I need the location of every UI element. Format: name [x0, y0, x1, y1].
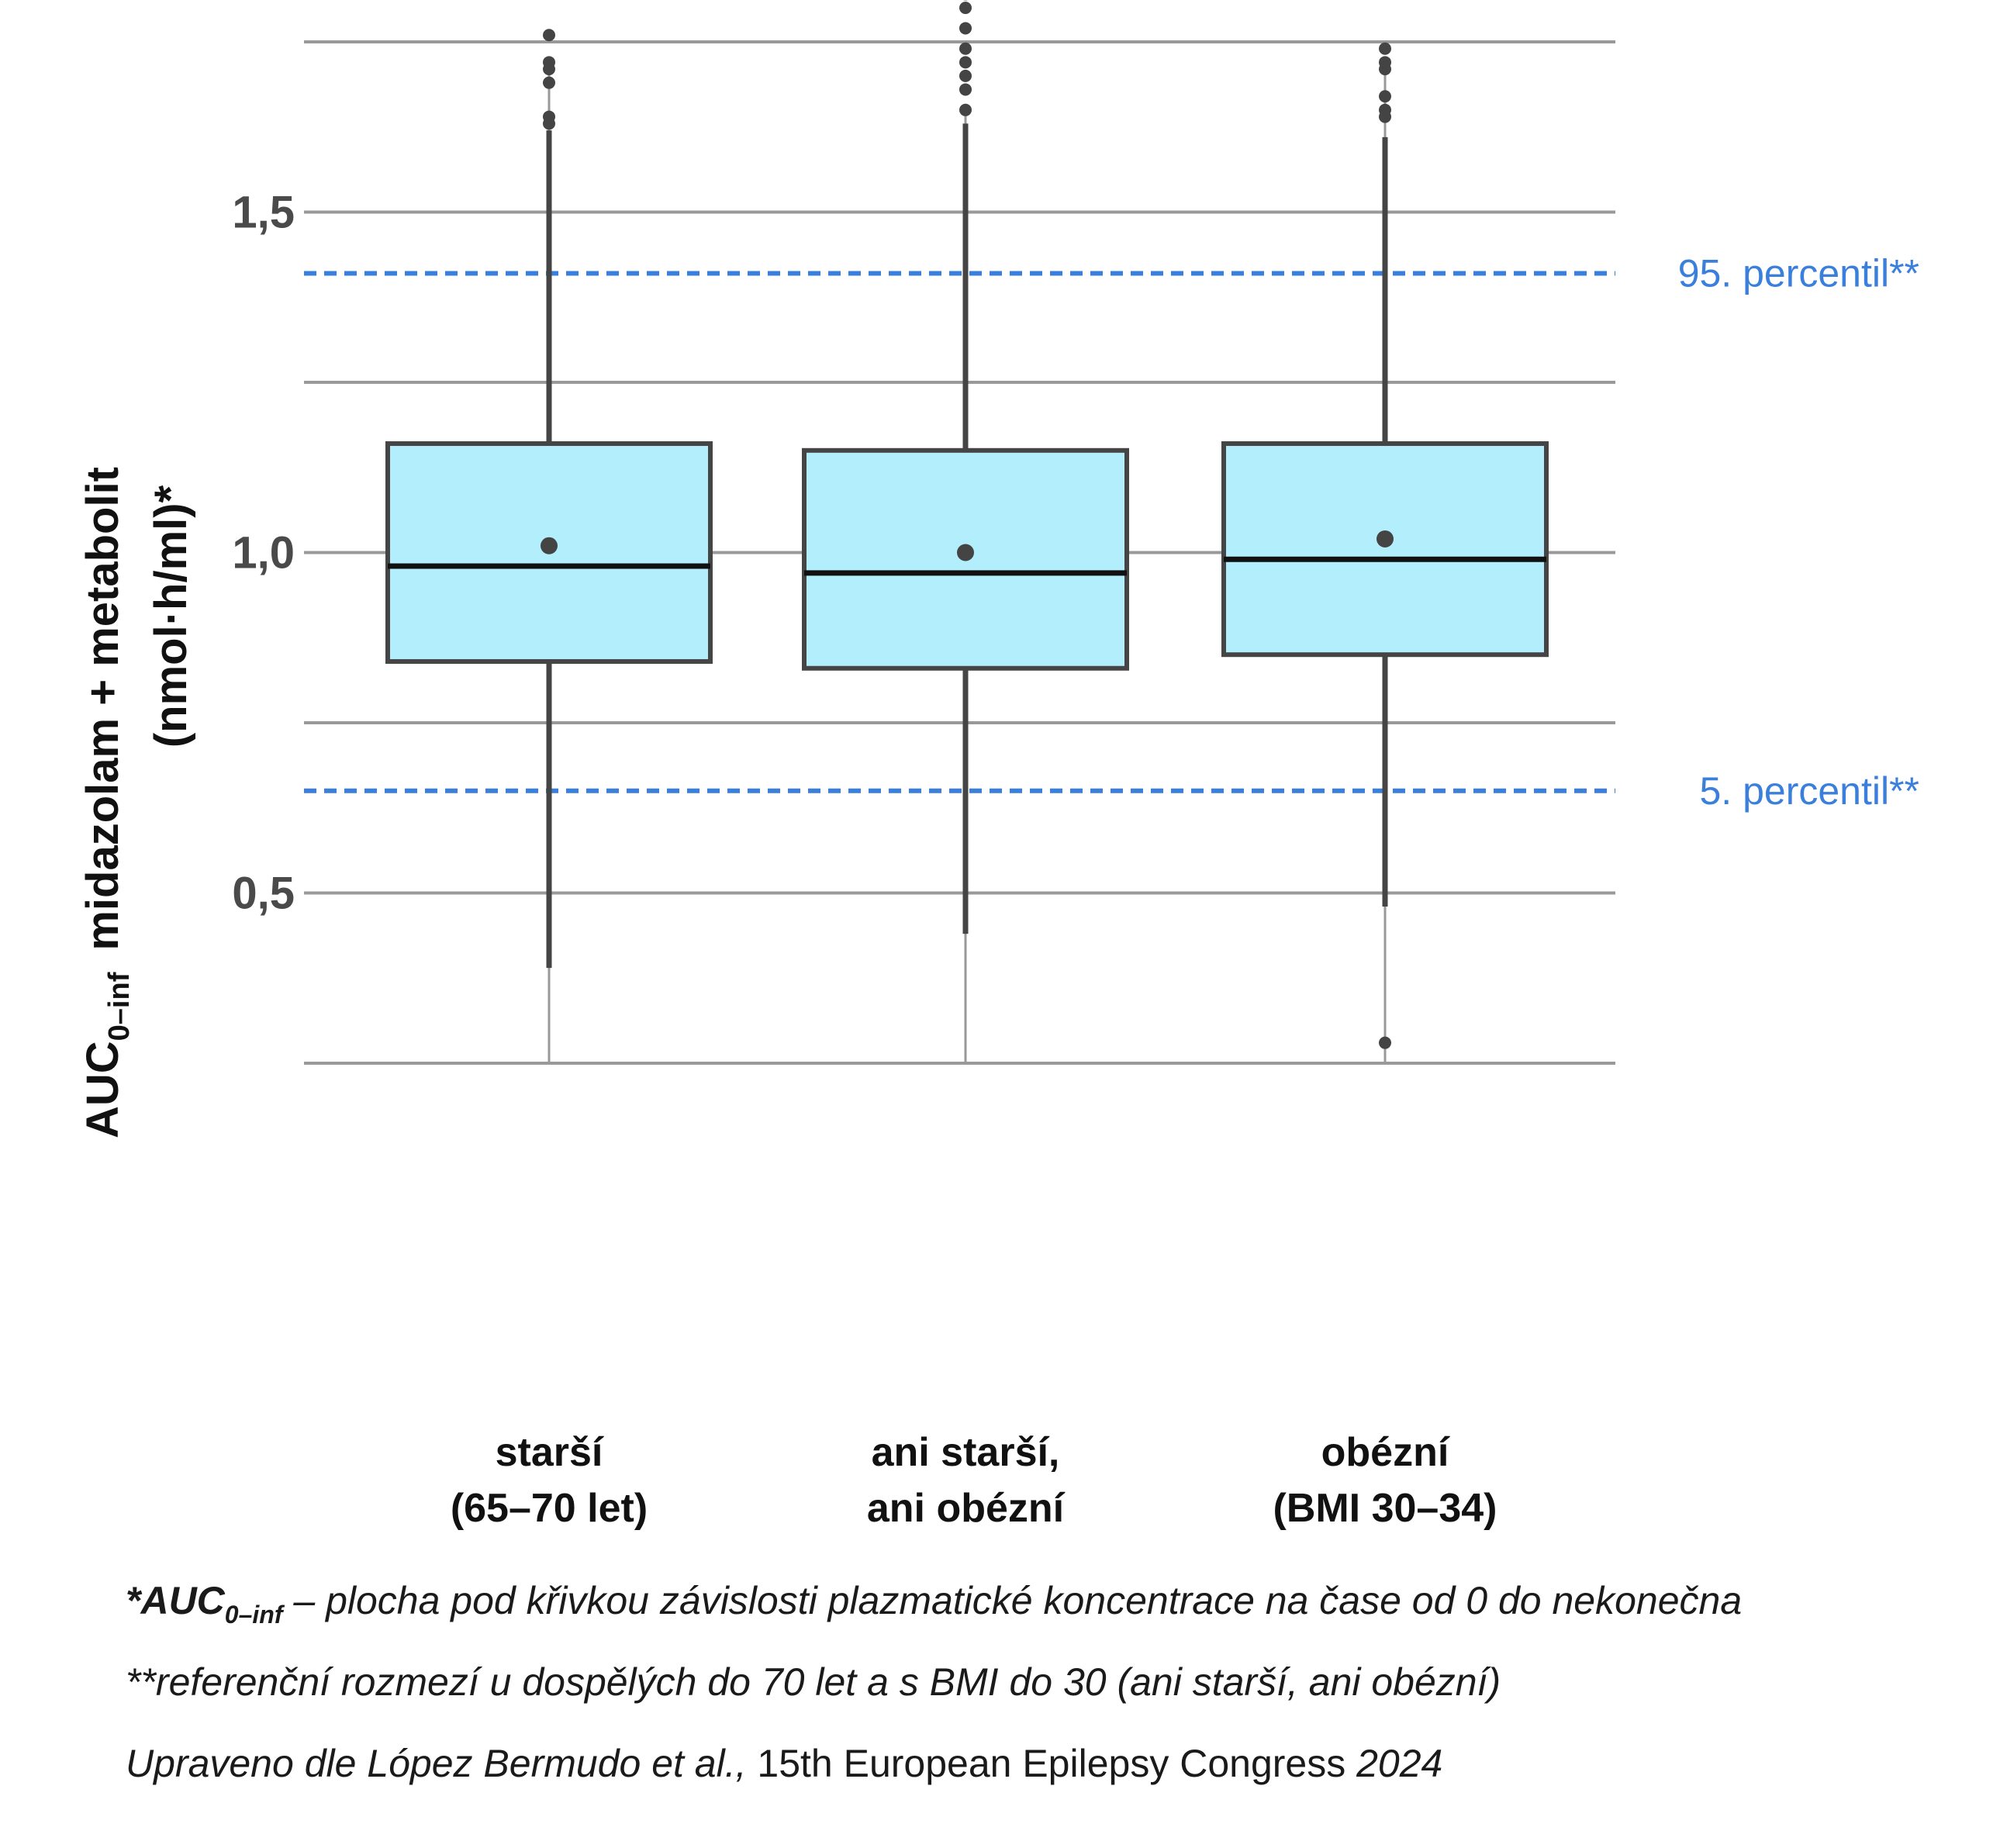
- outlier-point: [543, 29, 555, 42]
- outlier-point: [1379, 1036, 1391, 1049]
- reference-line-label: 95. percentil**: [1678, 252, 1919, 295]
- outlier-point: [959, 2, 972, 15]
- footnote-auc-prefix: *AUC: [126, 1579, 225, 1622]
- y-tick-label: 1,5: [232, 188, 295, 238]
- mean-point: [957, 544, 974, 561]
- y-tick-label: 0,5: [232, 869, 295, 919]
- footnote-auc-sub: 0–inf: [224, 1601, 283, 1629]
- reference-line-label: 5. percentil**: [1700, 769, 1920, 813]
- outlier-point: [1379, 90, 1391, 103]
- box-iqr: [1221, 441, 1549, 658]
- x-category-label-line1: ani starší,: [872, 1430, 1060, 1475]
- outlier-point: [963, 0, 968, 1]
- footnote-source-part1: Upraveno dle López Bermudo et al.,: [126, 1742, 747, 1785]
- outlier-point: [543, 117, 555, 130]
- y-tick-label: 1,0: [232, 528, 295, 579]
- x-category-label-line2: ani obézní: [867, 1486, 1066, 1531]
- y-tick-labels: 0,51,01,52,0: [232, 188, 295, 919]
- y-axis-label-main: AUC: [78, 1041, 128, 1138]
- outlier-point: [959, 22, 972, 35]
- reference-lines: 95. percentil** 5. percentil**: [304, 252, 1919, 813]
- outlier-point: [959, 56, 972, 69]
- x-category-labels: starší (65–70 let) ani starší, ani obézní ob…: [451, 1430, 1497, 1531]
- outlier-point: [1379, 56, 1391, 69]
- outlier-point: [959, 69, 972, 82]
- footnote-source: Upraveno dle López Bermudo et al., 15th …: [126, 1741, 1442, 1786]
- outlier-point: [1379, 103, 1391, 116]
- footnote-source-part3: 2024: [1356, 1742, 1443, 1785]
- outlier-point: [959, 103, 972, 116]
- y-axis-label-sub: 0–inf: [103, 972, 136, 1041]
- y-axis-label-line1: AUC0–inf midazolam + metabolit: [78, 467, 136, 1138]
- x-category-label-line2: (65–70 let): [451, 1486, 648, 1531]
- boxes: [385, 0, 1549, 1049]
- x-category-label-line1: starší: [496, 1430, 604, 1475]
- footnote-source-part2: 15th European Epilepsy Congress: [746, 1742, 1357, 1785]
- mean-point: [541, 537, 558, 554]
- outlier-point: [543, 76, 555, 89]
- outlier-point: [543, 56, 555, 69]
- x-category-label-line1: obézní: [1321, 1430, 1450, 1475]
- y-axis-label-line2: (nmol·h/ml)*: [146, 485, 196, 748]
- outlier-point: [959, 42, 972, 55]
- mean-point: [1377, 530, 1394, 547]
- outlier-point: [1379, 42, 1391, 55]
- x-category-label-line2: (BMI 30–34): [1273, 1486, 1497, 1531]
- footnote-reference-range: **referenční rozmezí u dospělých do 70 l…: [126, 1660, 1501, 1704]
- footnote-auc-text: – plocha pod křivkou závislosti plazmati…: [282, 1579, 1743, 1622]
- outlier-point: [959, 83, 972, 96]
- footnote-auc: *AUC0–inf – plocha pod křivkou závislost…: [126, 1578, 1742, 1629]
- y-axis-label-rest: midazolam + metabolit: [78, 467, 128, 951]
